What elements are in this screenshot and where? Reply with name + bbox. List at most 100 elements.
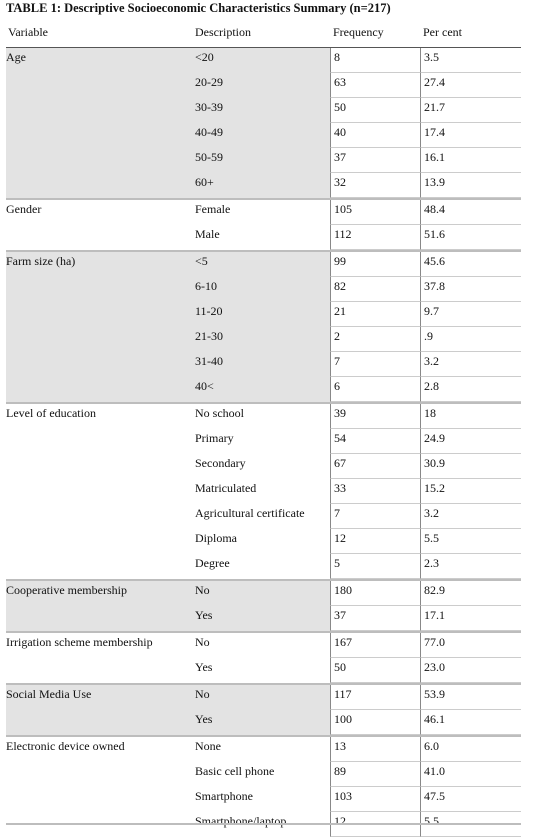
header-percent: Per cent [423,25,462,39]
header-description: Description [195,25,251,39]
table-row: 20-29 63 27.4 [6,73,521,98]
cell-variable [6,377,194,402]
table-row: Matriculated 33 15.2 [6,479,521,504]
cell-description: 31-40 [194,352,330,377]
cell-description: None [195,739,221,753]
cell-variable [6,123,194,148]
cell-variable [6,429,194,454]
cell-percent: 77.0 [420,633,521,658]
cell-description: Smartphone [195,789,253,803]
cell-description: 20-29 [194,73,330,98]
cell-percent: 23.0 [420,658,521,683]
cell-variable [6,658,194,683]
table-row: 50-59 37 16.1 [6,148,521,173]
cell-variable [6,148,194,173]
table-row: Electronic device owned None 13 6.0 [6,735,521,762]
cell-percent: 37.8 [420,277,521,302]
cell-variable [6,787,194,812]
cell-variable [6,352,194,377]
cell-percent: 27.4 [420,73,521,98]
cell-variable [6,173,194,198]
cell-description: No [194,685,330,710]
cell-variable: Social Media Use [6,685,194,710]
cell-percent: 24.9 [420,429,521,454]
cell-frequency: 37 [330,148,420,173]
cell-percent: 2.3 [420,554,521,579]
cell-frequency: 2 [330,327,420,352]
cell-variable [6,710,194,735]
cell-percent: 15.2 [420,479,521,504]
table-row: 40< 6 2.8 [6,377,521,402]
table-row: Level of education No school 39 18 [6,402,521,429]
cell-description: 50-59 [194,148,330,173]
cell-variable [6,225,194,250]
table-header: Variable Description Frequency Per cent [6,19,521,48]
cell-percent: 6.0 [420,737,521,762]
table-row: Age <20 8 3.5 [6,48,521,73]
table-row: Basic cell phone 89 41.0 [6,762,521,787]
table-row: 6-10 82 37.8 [6,277,521,302]
cell-description: Primary [195,431,234,445]
table-row: Yes 100 46.1 [6,710,521,735]
cell-frequency: 12 [330,529,420,554]
table-row: Degree 5 2.3 [6,554,521,579]
cell-description: <20 [194,48,330,73]
cell-variable [6,529,194,554]
cell-description: Yes [194,710,330,735]
cell-percent: 30.9 [420,454,521,479]
cell-percent: 2.8 [420,377,521,402]
table-row: Male 112 51.6 [6,225,521,250]
cell-frequency: 99 [330,252,420,277]
cell-frequency: 50 [330,658,420,683]
header-variable: Variable [8,25,48,39]
table-row: 40-49 40 17.4 [6,123,521,148]
cell-variable [6,98,194,123]
cell-variable: Irrigation scheme membership [6,635,153,649]
table-row: Gender Female 105 48.4 [6,198,521,225]
cell-description: Diploma [195,531,237,545]
cell-variable: Farm size (ha) [6,252,194,277]
cell-description: 30-39 [194,98,330,123]
cell-frequency: 103 [330,787,420,812]
cell-frequency: 117 [330,685,420,710]
cell-percent: 46.1 [420,710,521,735]
cell-variable [6,454,194,479]
table-row: Social Media Use No 117 53.9 [6,683,521,710]
cell-percent: .9 [420,327,521,352]
cell-variable: Level of education [6,406,96,420]
cell-frequency: 6 [330,377,420,402]
cell-variable [6,302,194,327]
cell-frequency: 50 [330,98,420,123]
cell-frequency: 39 [330,404,420,429]
cell-description: Secondary [195,456,246,470]
cell-variable [6,606,194,631]
cell-variable [6,762,194,787]
table-row: 21-30 2.9 [6,327,521,352]
cell-description: 21-30 [194,327,330,352]
cell-percent: 82.9 [420,581,521,606]
cell-percent: 18 [420,404,521,429]
cell-variable [6,73,194,98]
table-row: Farm size (ha) <5 99 45.6 [6,250,521,277]
cell-frequency: 112 [330,225,420,250]
cell-percent: 47.5 [420,787,521,812]
cell-description: Basic cell phone [195,764,275,778]
table-row: 60+ 32 13.9 [6,173,521,198]
cell-percent: 17.1 [420,606,521,631]
table-row: Irrigation scheme membership No 167 77.0 [6,631,521,658]
cell-variable: Gender [6,202,42,216]
cell-frequency: 54 [330,429,420,454]
cell-description: <5 [194,252,330,277]
table-row: 30-39 50 21.7 [6,98,521,123]
cell-frequency: 8 [330,48,420,73]
cell-percent: 51.6 [420,225,521,250]
cell-frequency: 37 [330,606,420,631]
cell-frequency: 167 [330,633,420,658]
table-bottom-rule [6,823,521,825]
table-body: Age <20 8 3.5 20-29 63 27.4 30-39 50 21.7 40-49 40 1… [6,48,521,837]
cell-percent: 41.0 [420,762,521,787]
cell-description: 40-49 [194,123,330,148]
cell-percent: 3.5 [420,48,521,73]
cell-variable [6,554,194,579]
table-row: Diploma 12 5.5 [6,529,521,554]
